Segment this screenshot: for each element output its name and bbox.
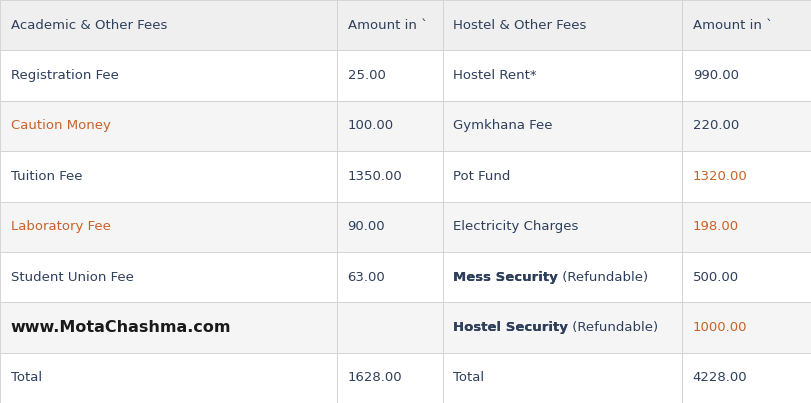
Text: 500.00: 500.00 [692,270,738,284]
Bar [0,302,337,353]
Text: Hostel Security: Hostel Security [453,321,567,334]
Bar [337,252,442,302]
Bar [442,50,681,101]
Text: Mess Security: Mess Security [453,270,557,284]
Bar [337,0,442,50]
Text: (Refundable): (Refundable) [557,270,647,284]
Bar [681,101,811,151]
Text: Laboratory Fee: Laboratory Fee [11,220,110,233]
Text: Registration Fee: Registration Fee [11,69,118,82]
Bar [442,353,681,403]
Text: 4228.00: 4228.00 [692,371,746,384]
Text: Hostel Rent*: Hostel Rent* [453,69,536,82]
Bar [442,202,681,252]
Bar [0,252,337,302]
Text: Total: Total [453,371,483,384]
Text: 1350.00: 1350.00 [347,170,401,183]
Bar [0,151,337,202]
Bar [337,101,442,151]
Bar [337,50,442,101]
Text: Caution Money: Caution Money [11,119,110,133]
Text: Academic & Other Fees: Academic & Other Fees [11,19,167,32]
Bar [337,202,442,252]
Bar [337,353,442,403]
Bar [442,101,681,151]
Text: Gymkhana Fee: Gymkhana Fee [453,119,552,133]
Text: Hostel & Other Fees: Hostel & Other Fees [453,19,586,32]
Text: 63.00: 63.00 [347,270,384,284]
Text: Tuition Fee: Tuition Fee [11,170,82,183]
Text: Pot Fund: Pot Fund [453,170,510,183]
Text: Mess Security: Mess Security [453,270,557,284]
Bar [442,151,681,202]
Text: 1320.00: 1320.00 [692,170,746,183]
Bar [681,252,811,302]
Bar [681,302,811,353]
Text: 990.00: 990.00 [692,69,738,82]
Text: Amount in `: Amount in ` [347,19,427,32]
Bar [337,302,442,353]
Text: (Refundable): (Refundable) [567,321,657,334]
Bar [681,50,811,101]
Bar [681,151,811,202]
Bar [0,0,337,50]
Text: 90.00: 90.00 [347,220,384,233]
Bar [442,252,681,302]
Text: 25.00: 25.00 [347,69,385,82]
Bar [442,302,681,353]
Bar [0,353,337,403]
Text: 220.00: 220.00 [692,119,738,133]
Bar [681,353,811,403]
Text: Amount in `: Amount in ` [692,19,771,32]
Bar [0,202,337,252]
Text: 1000.00: 1000.00 [692,321,746,334]
Bar [0,50,337,101]
Text: Total: Total [11,371,41,384]
Text: Electricity Charges: Electricity Charges [453,220,577,233]
Text: Hostel Security: Hostel Security [453,321,567,334]
Bar [681,0,811,50]
Text: Student Union Fee: Student Union Fee [11,270,133,284]
Bar [442,0,681,50]
Text: 1628.00: 1628.00 [347,371,401,384]
Text: www.MotaChashma.com: www.MotaChashma.com [11,320,231,335]
Bar [681,202,811,252]
Bar [0,101,337,151]
Text: 198.00: 198.00 [692,220,738,233]
Text: 100.00: 100.00 [347,119,393,133]
Bar [337,151,442,202]
